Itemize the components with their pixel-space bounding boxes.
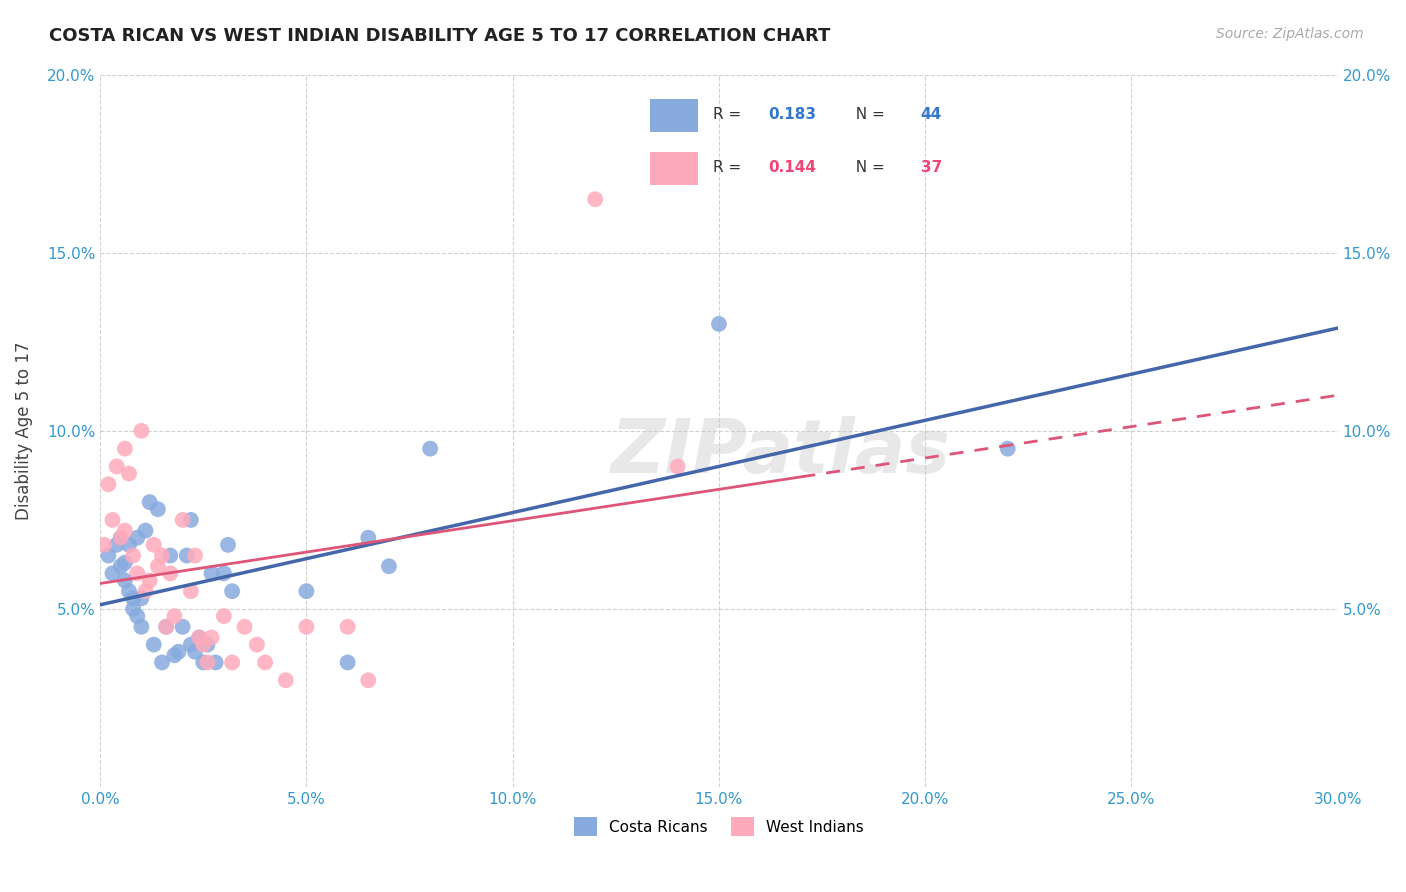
Point: [97, 549, 120, 563]
Point: [357, 673, 380, 688]
Point: [138, 574, 160, 588]
Point: [204, 656, 226, 670]
Point: [114, 556, 136, 570]
Point: [93, 538, 115, 552]
Point: [114, 574, 136, 588]
Point: [110, 531, 132, 545]
Point: [233, 620, 256, 634]
Point: [336, 656, 359, 670]
Point: [583, 192, 606, 206]
Point: [163, 648, 186, 663]
Point: [122, 602, 145, 616]
Point: [357, 531, 380, 545]
Point: [197, 638, 219, 652]
Point: [336, 620, 359, 634]
Point: [212, 566, 235, 581]
Point: [295, 584, 318, 599]
Point: [200, 566, 222, 581]
Point: [184, 645, 207, 659]
Point: [707, 317, 730, 331]
Point: [180, 638, 202, 652]
Point: [997, 442, 1019, 456]
Point: [118, 538, 141, 552]
Point: [180, 513, 202, 527]
Point: [122, 549, 145, 563]
Point: [134, 524, 156, 538]
Point: [110, 531, 132, 545]
Point: [159, 549, 181, 563]
Point: [167, 645, 190, 659]
Point: [138, 495, 160, 509]
Point: [212, 609, 235, 624]
Point: [419, 442, 441, 456]
Point: [188, 631, 211, 645]
Point: [127, 609, 149, 624]
Point: [146, 559, 169, 574]
Point: [97, 477, 120, 491]
Point: [101, 566, 124, 581]
Point: [666, 459, 689, 474]
Point: [274, 673, 297, 688]
Point: [163, 609, 186, 624]
Point: [142, 538, 165, 552]
Point: [172, 513, 194, 527]
Legend: Costa Ricans, West Indians: Costa Ricans, West Indians: [567, 810, 872, 844]
Point: [142, 638, 165, 652]
Point: [127, 531, 149, 545]
Point: [146, 502, 169, 516]
Point: [221, 584, 243, 599]
Point: [131, 591, 153, 606]
Point: [118, 467, 141, 481]
Point: [155, 620, 177, 634]
Point: [105, 459, 128, 474]
Point: [217, 538, 239, 552]
Point: [150, 656, 173, 670]
Point: [159, 566, 181, 581]
Point: [193, 656, 215, 670]
Point: [134, 584, 156, 599]
Point: [131, 620, 153, 634]
Point: [150, 549, 173, 563]
Point: [197, 656, 219, 670]
Point: [254, 656, 277, 670]
Point: [114, 442, 136, 456]
Point: [193, 638, 215, 652]
Point: [176, 549, 198, 563]
Point: [188, 631, 211, 645]
Point: [180, 584, 202, 599]
Point: [110, 559, 132, 574]
Point: [155, 620, 177, 634]
Point: [295, 620, 318, 634]
Point: [184, 549, 207, 563]
Point: [101, 513, 124, 527]
Point: [131, 424, 153, 438]
Y-axis label: Disability Age 5 to 17: Disability Age 5 to 17: [15, 342, 32, 520]
Point: [114, 524, 136, 538]
Point: [221, 656, 243, 670]
Point: [200, 631, 222, 645]
Point: [172, 620, 194, 634]
Text: Source: ZipAtlas.com: Source: ZipAtlas.com: [1216, 27, 1364, 41]
Point: [105, 538, 128, 552]
Point: [118, 584, 141, 599]
Text: ZIPatlas: ZIPatlas: [610, 416, 950, 489]
Text: COSTA RICAN VS WEST INDIAN DISABILITY AGE 5 TO 17 CORRELATION CHART: COSTA RICAN VS WEST INDIAN DISABILITY AG…: [49, 27, 831, 45]
Point: [122, 591, 145, 606]
Point: [378, 559, 401, 574]
Point: [127, 566, 149, 581]
Point: [246, 638, 269, 652]
